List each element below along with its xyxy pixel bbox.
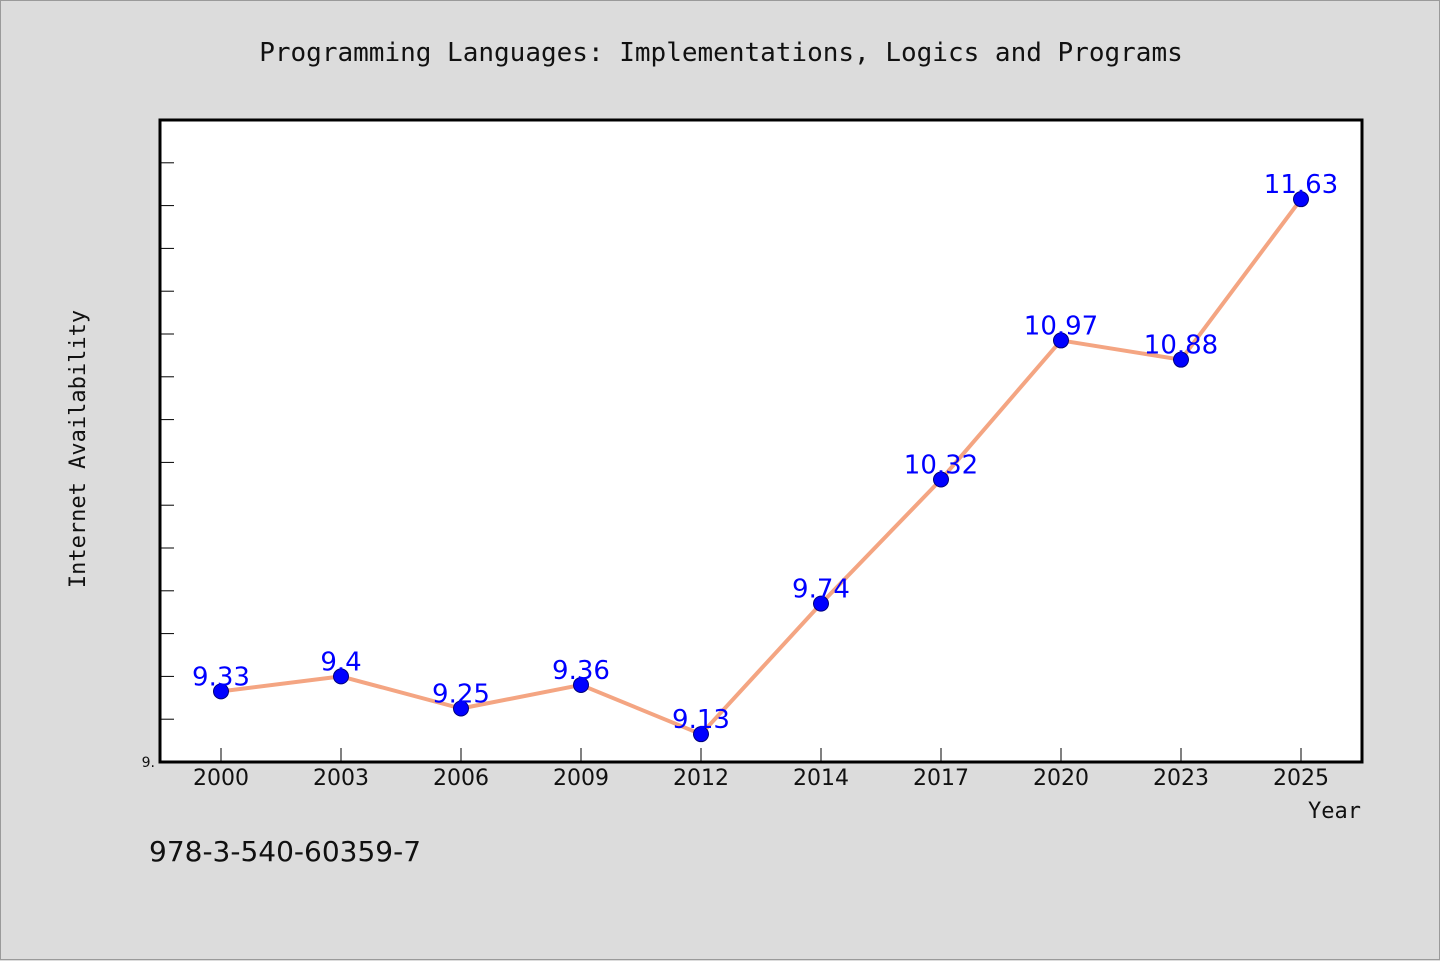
chart-title: Programming Languages: Implementations, …	[259, 38, 1183, 68]
y-axis-ticks	[160, 162, 174, 720]
data-label: 10.97	[1024, 311, 1098, 341]
data-label: 10.32	[904, 451, 978, 481]
data-point	[693, 726, 709, 743]
x-axis-ticks: 2000 2003 2006 2009 2012 2014 2017 2020 2023 2025	[193, 748, 1329, 791]
x-tick-label: 2009	[553, 766, 609, 791]
data-label: 10.88	[1144, 331, 1218, 361]
isbn-note: 978-3-540-60359-7	[149, 835, 422, 868]
x-tick-label: 2025	[1273, 766, 1329, 791]
x-axis-label: Year	[1308, 799, 1361, 824]
data-label: 9.33	[192, 662, 250, 692]
x-tick-label: 2014	[793, 766, 849, 791]
data-point	[933, 471, 949, 488]
x-tick-label: 2006	[433, 766, 489, 791]
x-tick-label: 2000	[193, 766, 249, 791]
data-point	[573, 676, 589, 693]
x-tick-label: 2023	[1153, 766, 1209, 791]
data-label: 9.13	[672, 705, 730, 735]
data-label: 9.25	[432, 680, 490, 710]
plot-area	[158, 118, 1364, 764]
data-point	[453, 700, 469, 717]
data-label: 9.4	[320, 647, 361, 677]
data-point	[1173, 351, 1189, 368]
y-axis-label: Internet Availability	[66, 310, 91, 588]
data-label: 11.63	[1264, 170, 1338, 200]
x-tick-label: 2017	[913, 766, 969, 791]
series-line	[219, 197, 1303, 737]
y-axis-min-label: 9.	[142, 755, 155, 771]
data-label: 9.74	[792, 575, 850, 605]
data-point	[813, 595, 829, 612]
data-point	[333, 668, 349, 685]
data-point	[1293, 191, 1309, 208]
data-point	[213, 683, 229, 700]
x-tick-label: 2012	[673, 766, 729, 791]
data-point	[1053, 332, 1069, 349]
data-label: 9.36	[552, 656, 610, 686]
x-tick-label: 2020	[1033, 766, 1089, 791]
series-layer: 9.33 9.4 9.25 9.36 9.13 9.74 10.32 10.97 10.88 11…	[192, 170, 1338, 743]
x-tick-label: 2003	[313, 766, 369, 791]
